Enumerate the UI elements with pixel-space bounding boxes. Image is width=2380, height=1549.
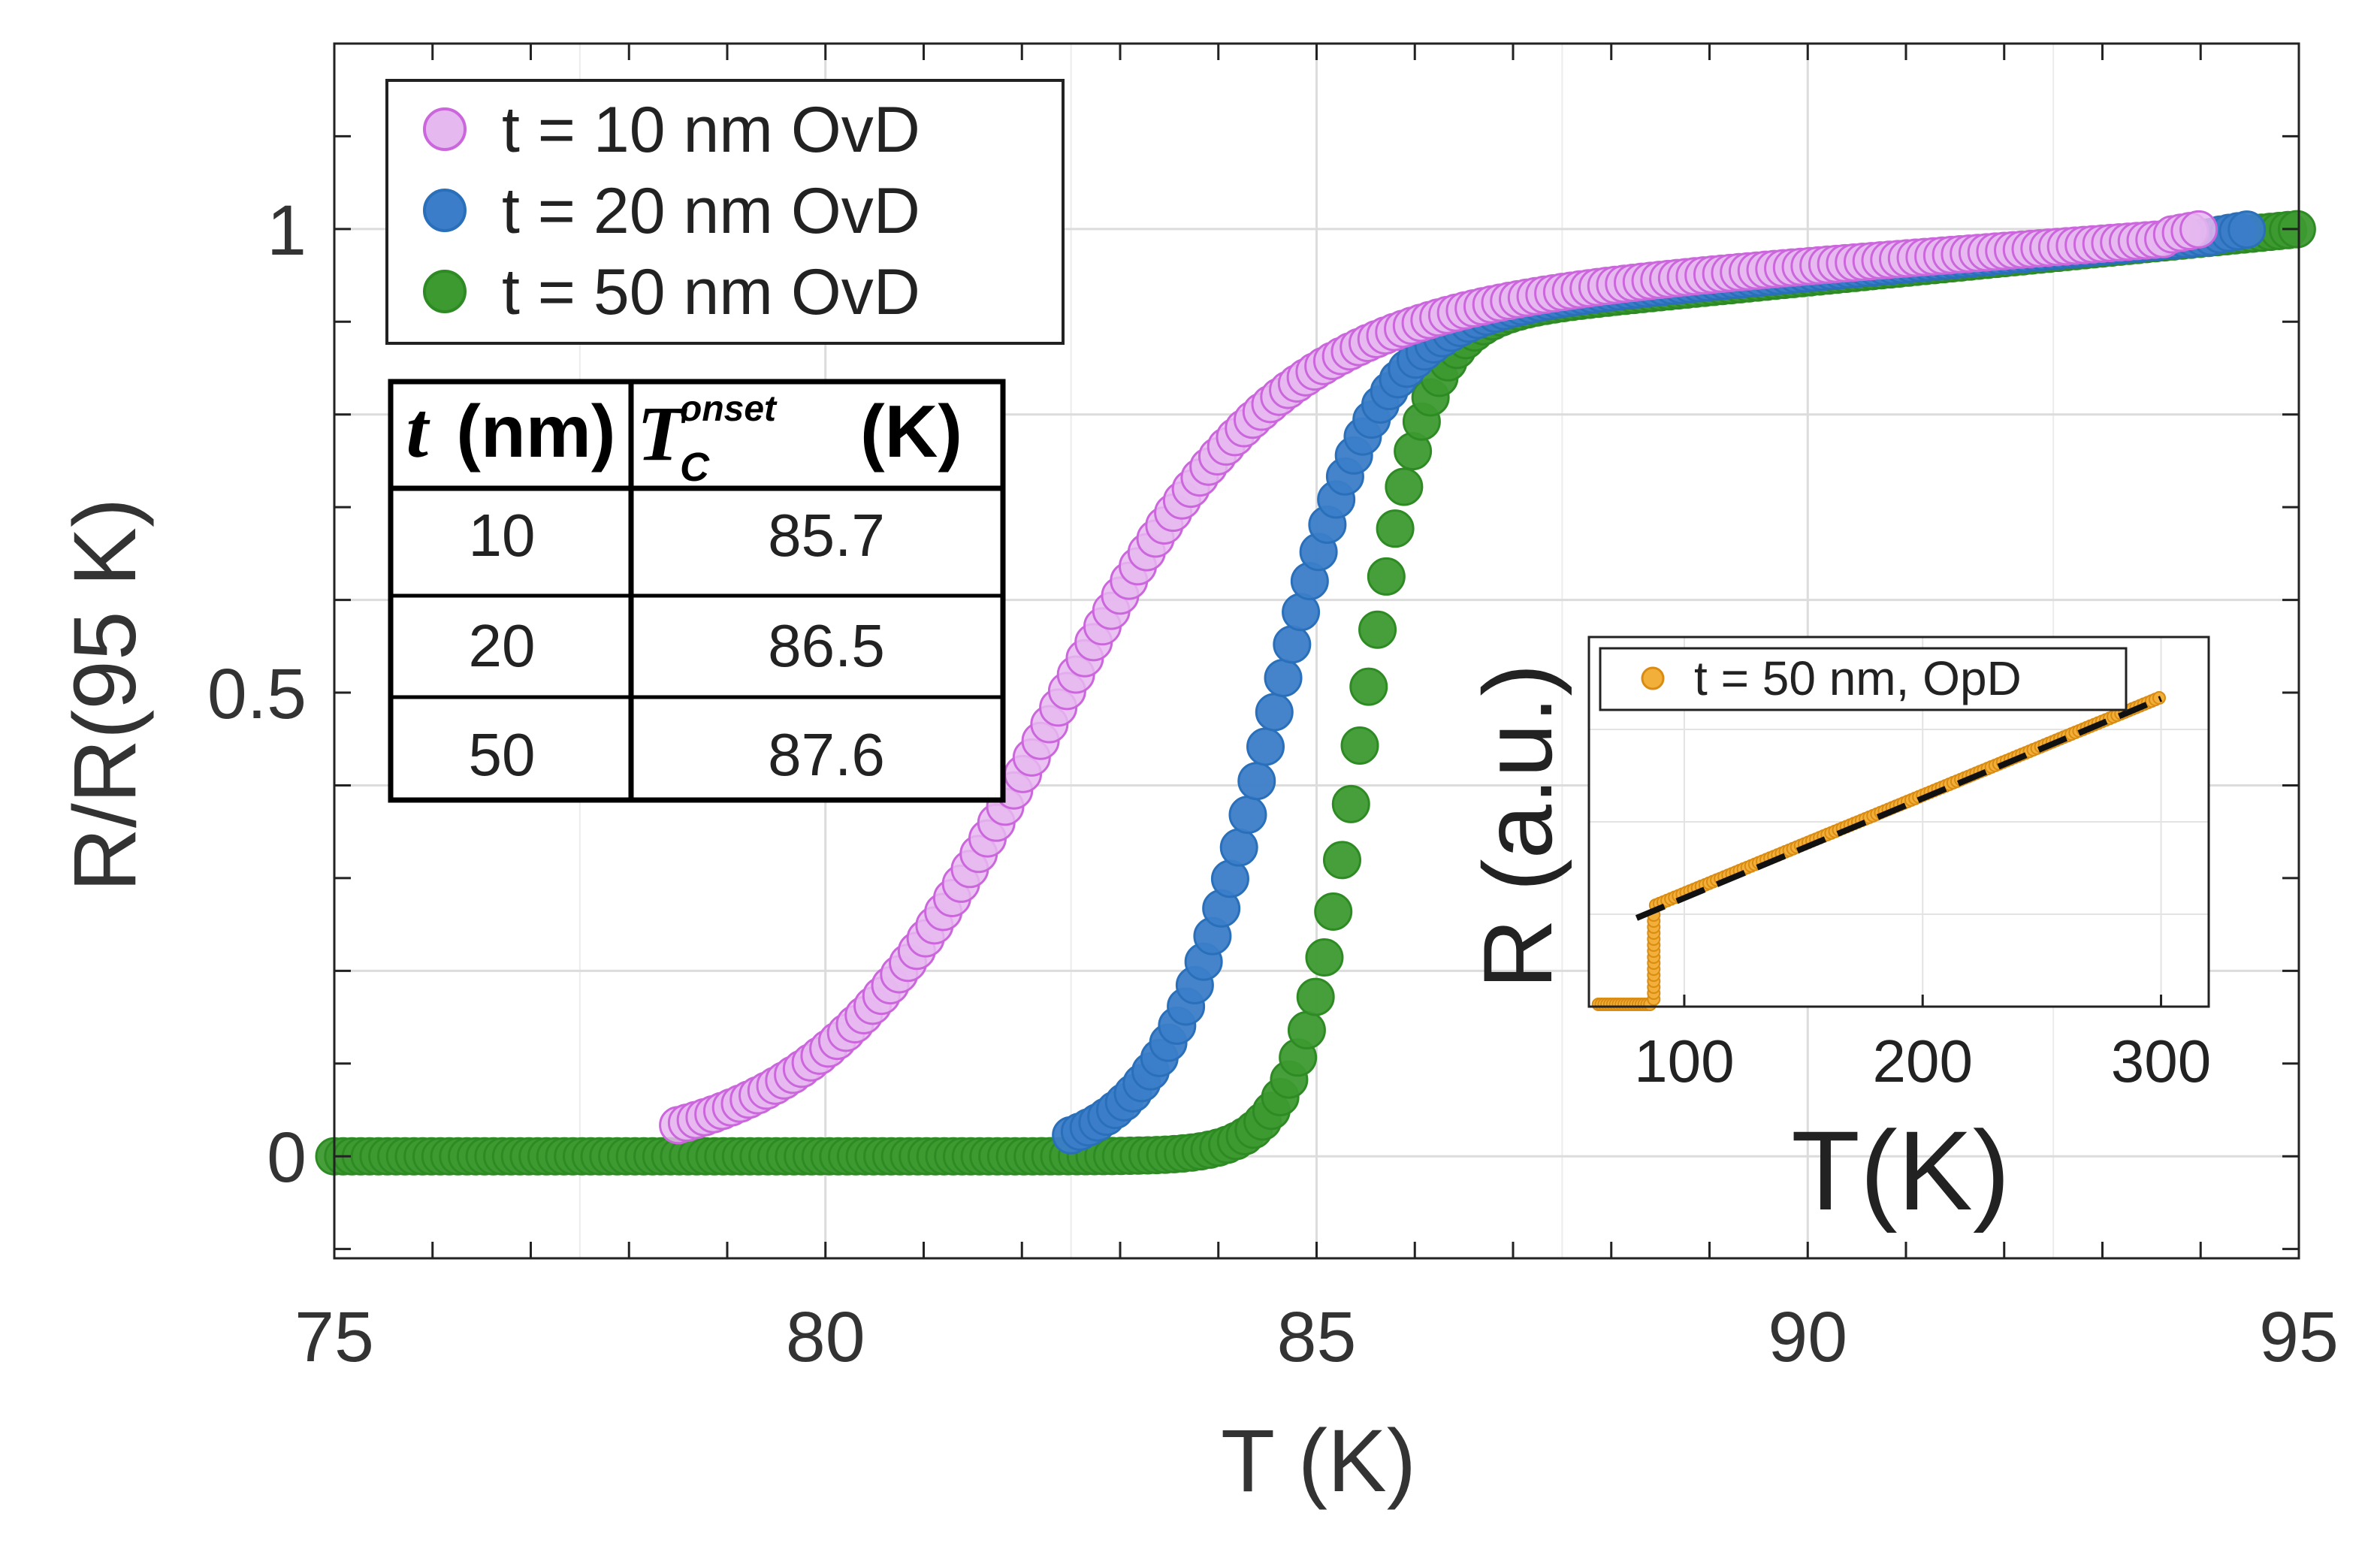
legend-label: t = 10 nm OvD: [502, 94, 920, 166]
legend-marker: [423, 107, 467, 151]
main-data-points: [315, 210, 2316, 1176]
inset-fit-line: [1635, 696, 2163, 921]
data-point: [1246, 727, 1285, 766]
data-point: [1385, 467, 1424, 506]
main-axis-ticks: [333, 42, 2300, 1258]
tc-table-cell: 87.6: [768, 721, 885, 788]
tc-table-cell: 20: [469, 612, 536, 679]
data-point: [1219, 828, 1258, 867]
main-x-tick-label: 85: [1277, 1297, 1357, 1377]
main-x-tick-label: 90: [1768, 1297, 1847, 1377]
legend-label: t = 20 nm OvD: [502, 175, 920, 247]
inset-x-axis-label: T(K): [1791, 1107, 2010, 1233]
tc-table-header-tc-unit: (K): [860, 390, 962, 473]
inset-legend: t = 50 nm, OpD: [1599, 647, 2128, 711]
data-point: [1305, 938, 1344, 977]
tc-table-header-tc: T: [637, 391, 687, 477]
tc-table-header-thickness: t (nm): [406, 386, 616, 474]
main-legend: t = 10 nm OvD t = 20 nm OvD t = 50 nm OvD: [385, 79, 1065, 345]
data-point: [1255, 693, 1294, 732]
legend-marker: [423, 189, 467, 232]
tc-table-header-tc-sup: onset: [680, 389, 778, 429]
tc-table-cell: 10: [469, 502, 536, 569]
data-point: [1314, 892, 1353, 931]
tc-table-header-tc-sub: C: [680, 445, 710, 490]
data-point: [1287, 1010, 1326, 1049]
data-point: [1376, 509, 1415, 548]
data-point: [1264, 658, 1303, 697]
inset-x-tick-label: 100: [1634, 1028, 1734, 1095]
inset-axis-ticks: [1683, 995, 2163, 1007]
series-1-markers: [659, 210, 2218, 1145]
inset-gridlines: [1589, 637, 2209, 1007]
tc-table-cell: 50: [469, 721, 536, 788]
main-tick-labels: 75 80 85 90 95 0 0.5 1: [207, 191, 2339, 1377]
main-y-tick-label: 1: [267, 191, 307, 270]
main-y-tick-label: 0: [267, 1118, 307, 1197]
data-point: [1237, 762, 1276, 801]
data-point: [2179, 210, 2218, 249]
inset-tick-labels: 100 200 300: [1634, 1028, 2211, 1095]
data-point: [1228, 796, 1267, 835]
main-y-tick-label: 0.5: [207, 654, 307, 734]
inset-x-tick-label: 300: [2111, 1028, 2211, 1095]
inset-legend-marker: [1641, 666, 1665, 690]
inset-legend-label: t = 50 nm, OpD: [1694, 651, 2022, 705]
inset-frame: [1587, 636, 2210, 1008]
inset-x-tick-label: 200: [1872, 1028, 1972, 1095]
data-point: [1349, 667, 1388, 706]
tc-table-border: [388, 379, 1006, 803]
data-point: [1340, 726, 1379, 765]
inset-legend-box: [1599, 647, 2128, 711]
main-x-tick-label: 75: [294, 1297, 374, 1377]
legend-marker: [423, 270, 467, 313]
main-x-tick-label: 95: [2259, 1297, 2339, 1377]
tc-table: t (nm) T onset C (K) 10 85.7 20 86.5 50 …: [388, 379, 1006, 803]
tc-table-cell: 86.5: [768, 612, 885, 679]
legend-box: [385, 79, 1065, 345]
main-plot: 75 80 85 90 95 0 0.5 1 T (K) R/R(95 K) t = 10 n…: [56, 42, 2339, 1511]
data-point: [1273, 625, 1312, 664]
data-point: [1322, 841, 1361, 880]
inset-y-axis-label: R (a.u.): [1463, 663, 1572, 989]
tc-table-cell: 85.7: [768, 502, 885, 569]
data-point: [1358, 610, 1397, 649]
main-y-axis-label: R/R(95 K): [56, 498, 155, 892]
main-x-axis-label: T (K): [1221, 1412, 1416, 1511]
data-point: [1331, 784, 1370, 823]
legend-label: t = 50 nm OvD: [502, 256, 920, 328]
inset-plot: 100 200 300 T(K) R (a.u.) t = 50 nm, OpD: [1463, 636, 2211, 1233]
data-point: [1367, 557, 1406, 596]
main-x-tick-label: 80: [786, 1297, 865, 1377]
data-point: [2227, 210, 2267, 249]
data-point: [1296, 977, 1335, 1016]
